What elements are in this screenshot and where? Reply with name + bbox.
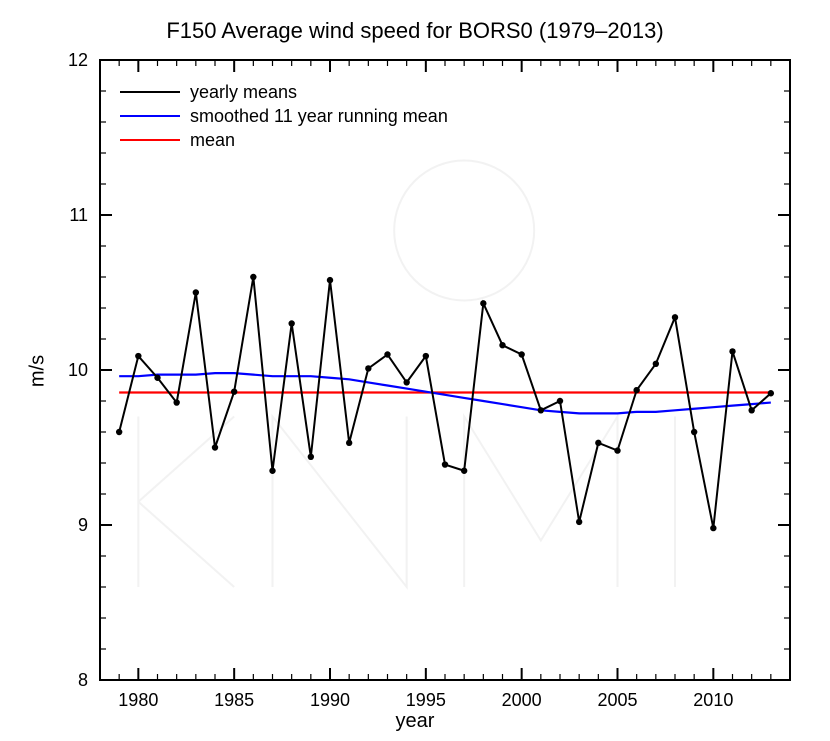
legend-swatch xyxy=(120,91,180,93)
y-axis-label: m/s xyxy=(27,354,50,386)
svg-text:8: 8 xyxy=(78,670,88,690)
svg-text:1985: 1985 xyxy=(214,690,254,710)
svg-text:1995: 1995 xyxy=(406,690,446,710)
legend-swatch xyxy=(120,115,180,117)
svg-text:2000: 2000 xyxy=(502,690,542,710)
legend: yearly means smoothed 11 year running me… xyxy=(120,80,448,152)
svg-text:11: 11 xyxy=(69,205,88,225)
legend-label: yearly means xyxy=(190,82,297,103)
chart-title: F150 Average wind speed for BORS0 (1979–… xyxy=(0,18,830,44)
svg-text:10: 10 xyxy=(68,360,88,380)
legend-label: smoothed 11 year running mean xyxy=(190,106,448,127)
chart-container: F150 Average wind speed for BORS0 (1979–… xyxy=(0,0,830,741)
svg-text:2010: 2010 xyxy=(693,690,733,710)
legend-item: smoothed 11 year running mean xyxy=(120,104,448,128)
svg-text:9: 9 xyxy=(78,515,88,535)
legend-label: mean xyxy=(190,130,235,151)
svg-text:2005: 2005 xyxy=(597,690,637,710)
svg-text:1980: 1980 xyxy=(118,690,158,710)
svg-text:1990: 1990 xyxy=(310,690,350,710)
plot-svg: 891011121980198519901995200020052010 xyxy=(100,60,790,680)
legend-item: mean xyxy=(120,128,448,152)
plot-area: 891011121980198519901995200020052010 xyxy=(100,60,790,680)
legend-item: yearly means xyxy=(120,80,448,104)
legend-swatch xyxy=(120,139,180,141)
svg-text:12: 12 xyxy=(68,50,88,70)
x-axis-label: year xyxy=(0,710,830,733)
